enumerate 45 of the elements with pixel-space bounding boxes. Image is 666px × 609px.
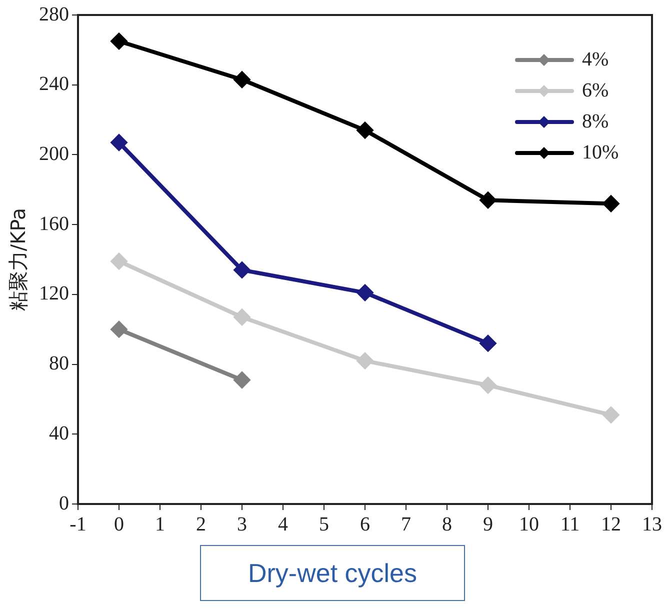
y-tick-label: 280 xyxy=(39,3,69,26)
x-tick-label: 12 xyxy=(601,513,621,536)
point xyxy=(234,262,250,278)
x-tick-label: 1 xyxy=(155,513,165,536)
point xyxy=(111,321,127,338)
y-tick-label: 200 xyxy=(39,142,69,165)
x-axis-title: Dry-wet cycles xyxy=(200,545,465,601)
x-tick-label: 2 xyxy=(196,513,206,536)
legend-label: 4% xyxy=(582,48,609,70)
point xyxy=(357,122,373,138)
legend-label: 10% xyxy=(582,141,619,164)
point xyxy=(357,352,373,369)
legend-label: 6% xyxy=(582,79,609,102)
x-tick-label: 5 xyxy=(319,513,329,536)
y-tick-label: 80 xyxy=(49,352,69,375)
point xyxy=(603,406,619,423)
point xyxy=(603,196,619,212)
x-tick-label: 0 xyxy=(114,513,124,536)
point xyxy=(480,335,496,352)
y-axis-title: 粘聚力/KPa xyxy=(6,208,30,312)
x-tick-label: 3 xyxy=(237,513,247,536)
point xyxy=(234,72,250,88)
y-tick-label: 120 xyxy=(39,282,69,305)
x-tick-label: 8 xyxy=(442,513,452,536)
y-tick-label: 40 xyxy=(49,422,69,444)
point xyxy=(480,377,496,394)
point xyxy=(480,192,496,208)
x-tick-label: 6 xyxy=(360,513,370,536)
point xyxy=(234,309,250,326)
y-tick-label: 160 xyxy=(39,212,69,235)
point xyxy=(111,33,127,50)
x-tick-label: 4 xyxy=(278,513,288,536)
point xyxy=(357,284,373,301)
legend-label: 8% xyxy=(582,110,609,132)
x-tick-label: 13 xyxy=(642,513,662,536)
x-tick-label: 10 xyxy=(519,513,539,536)
x-tick-label: 9 xyxy=(483,513,493,536)
x-tick-label: 7 xyxy=(401,513,411,536)
point xyxy=(111,134,127,150)
y-tick-label: 0 xyxy=(59,492,69,514)
x-tick-label: -1 xyxy=(70,513,86,536)
point xyxy=(234,372,250,388)
x-tick-label: 11 xyxy=(560,513,580,536)
y-tick-label: 240 xyxy=(39,73,69,96)
point xyxy=(111,253,127,270)
